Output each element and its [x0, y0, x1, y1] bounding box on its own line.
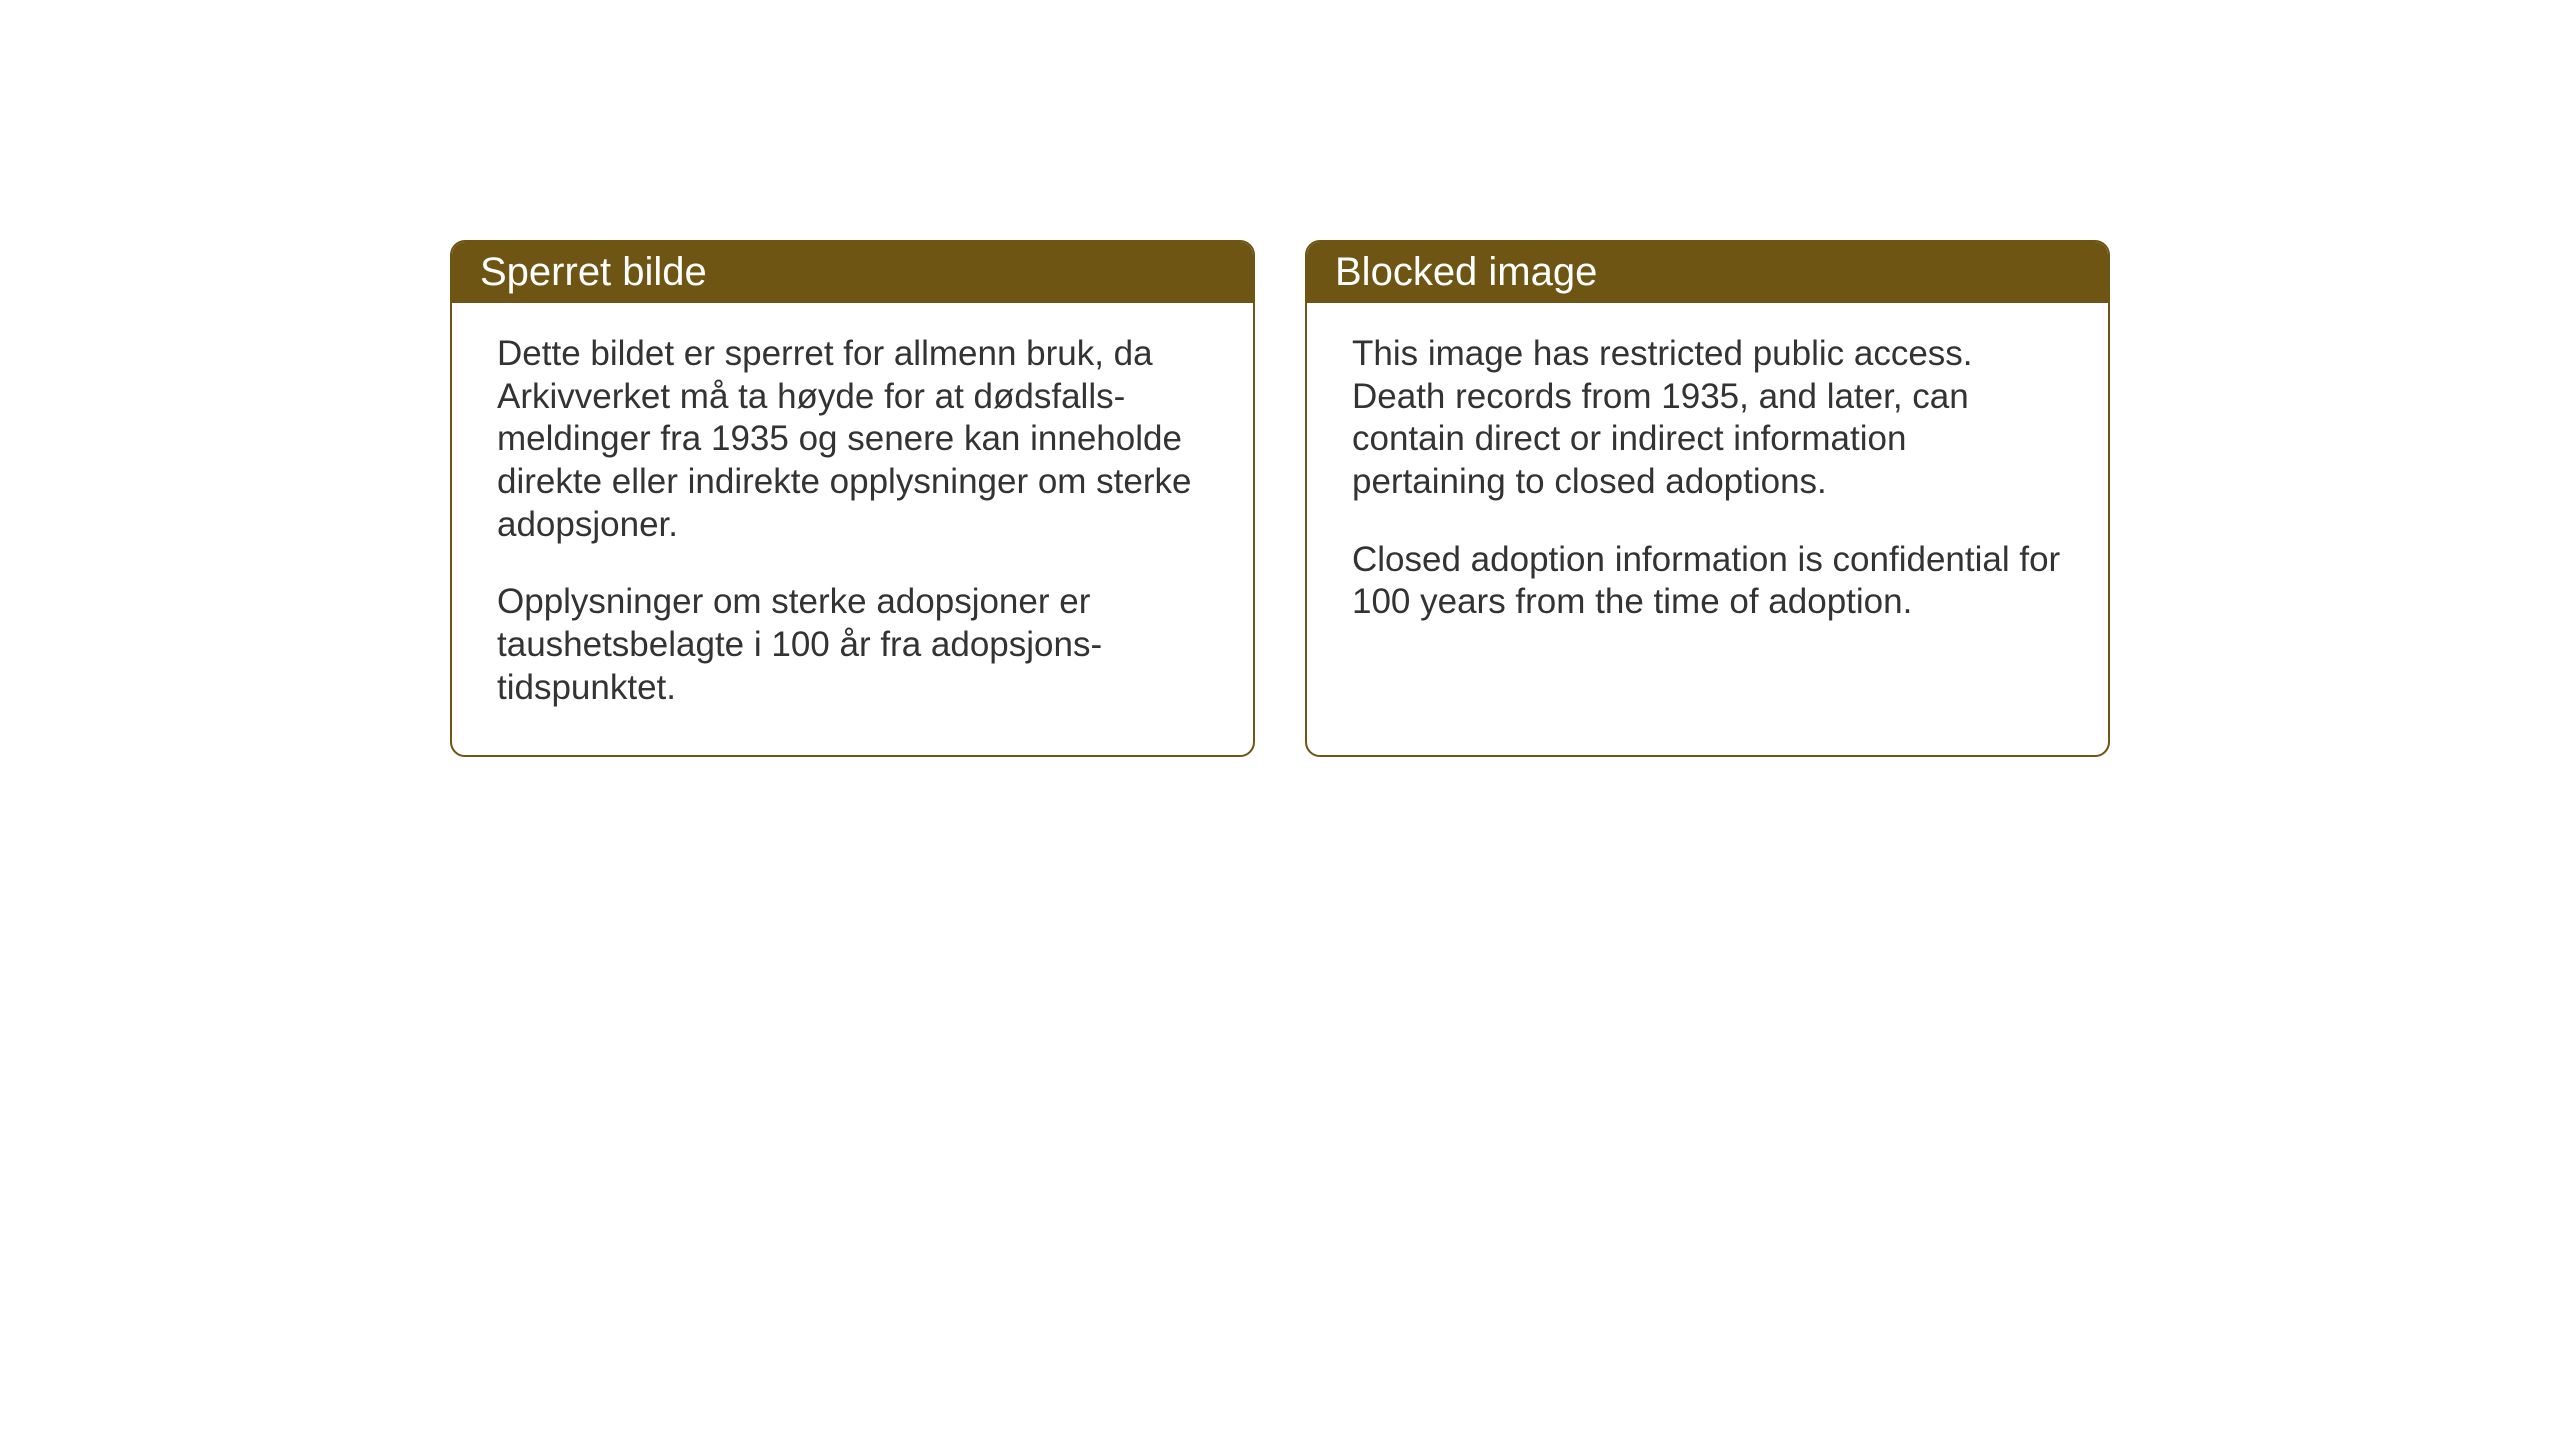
norwegian-notice-title: Sperret bilde [452, 242, 1253, 303]
norwegian-paragraph-1: Dette bildet er sperret for allmenn bruk… [497, 333, 1208, 546]
english-notice-title: Blocked image [1307, 242, 2108, 303]
norwegian-notice-card: Sperret bilde Dette bildet er sperret fo… [450, 240, 1255, 757]
norwegian-paragraph-2: Opplysninger om sterke adopsjoner er tau… [497, 581, 1208, 709]
english-paragraph-1: This image has restricted public access.… [1352, 333, 2063, 504]
english-notice-body: This image has restricted public access.… [1307, 303, 2108, 669]
notice-container: Sperret bilde Dette bildet er sperret fo… [0, 0, 2560, 757]
english-paragraph-2: Closed adoption information is confident… [1352, 539, 2063, 624]
english-notice-card: Blocked image This image has restricted … [1305, 240, 2110, 757]
norwegian-notice-body: Dette bildet er sperret for allmenn bruk… [452, 303, 1253, 755]
